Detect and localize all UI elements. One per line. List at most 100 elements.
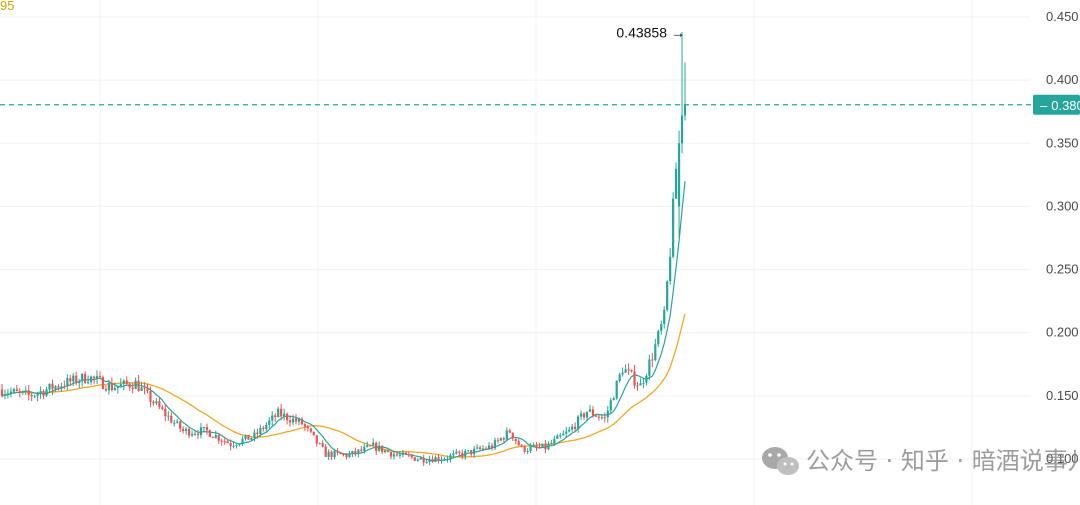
candle-body — [508, 430, 511, 433]
candle-down — [514, 438, 517, 445]
candle-up — [378, 441, 381, 453]
candle-up — [193, 430, 197, 436]
candle-up — [253, 428, 256, 442]
candle-body — [87, 382, 90, 384]
candle-up — [440, 456, 443, 464]
candle-body — [330, 451, 333, 458]
candle-down — [63, 380, 66, 390]
candle-body — [381, 445, 384, 453]
y-axis: 0.450 0.400 0.350 0.300 0.250 0.200 0.150 0.100 — [1046, 9, 1079, 466]
candle-up — [416, 458, 419, 462]
candle-up — [666, 280, 669, 312]
candle-body — [48, 383, 51, 390]
candle-down — [306, 424, 309, 432]
candle-up — [473, 446, 476, 458]
candle-down — [18, 388, 21, 398]
candle-body — [357, 449, 360, 454]
candle-down — [69, 374, 72, 386]
candle-body — [45, 389, 48, 396]
candle-body — [95, 376, 99, 379]
candle-down — [84, 371, 87, 384]
candle-up — [428, 455, 431, 466]
candle-down — [274, 412, 277, 423]
candle-body — [190, 433, 194, 436]
candle-body — [437, 457, 440, 461]
candle-body — [666, 281, 669, 310]
candle-body — [146, 388, 149, 391]
candle-body — [205, 427, 208, 431]
candle-body — [39, 390, 42, 394]
candle-up — [645, 373, 648, 386]
candle-body — [461, 452, 464, 457]
candle-up — [113, 382, 116, 391]
candle-body — [167, 415, 170, 417]
candle-down — [303, 423, 306, 432]
candle-up — [333, 448, 336, 460]
candle-up — [190, 430, 194, 437]
candle-down — [51, 379, 54, 396]
candle-down — [143, 382, 146, 395]
candle-down — [437, 454, 440, 464]
y-tick-label: 0.250 — [1046, 262, 1079, 277]
candle-body — [597, 416, 600, 418]
candle-up — [81, 373, 84, 387]
candle-up — [449, 453, 452, 463]
candle-up — [487, 442, 491, 451]
candle-down — [158, 397, 161, 410]
candle-up — [568, 426, 571, 433]
candle-body — [6, 393, 10, 395]
candle-down — [187, 427, 191, 439]
y-tick-label: 0.150 — [1046, 388, 1079, 403]
candle-down — [354, 447, 357, 457]
candle-body — [547, 443, 550, 450]
candle-up — [443, 457, 446, 461]
candle-body — [179, 421, 182, 429]
candle-body — [78, 381, 81, 384]
candle-down — [170, 412, 173, 424]
candle-down — [395, 451, 399, 457]
candle-up — [642, 378, 645, 389]
candle-down — [294, 414, 298, 425]
high-value-label: 0.43858 — [616, 24, 667, 40]
candle-up — [657, 329, 660, 348]
candle-down — [92, 375, 96, 385]
candle-body — [434, 457, 437, 462]
candle-body — [128, 383, 131, 388]
candle-up — [265, 422, 268, 433]
candle-down — [131, 382, 134, 394]
candle-up — [89, 375, 93, 386]
candle-down — [98, 371, 102, 379]
candle-body — [185, 428, 188, 432]
candle-body — [315, 435, 318, 444]
candle-down — [458, 450, 461, 457]
candle-down — [386, 449, 390, 453]
candle-down — [262, 425, 265, 432]
candle-down — [479, 445, 482, 451]
candle-body — [458, 451, 461, 453]
candle-down — [339, 452, 342, 455]
candle-up — [434, 455, 437, 463]
candle-body — [9, 391, 13, 394]
y-tick-label: 0.400 — [1046, 72, 1079, 87]
candle-body — [392, 454, 396, 457]
candle-body — [473, 448, 476, 455]
candle-down — [404, 451, 407, 455]
candle-up — [363, 443, 366, 454]
candle-down — [345, 453, 348, 460]
candle-body — [309, 428, 312, 432]
candle-down — [535, 442, 538, 451]
candle-up — [547, 441, 550, 451]
candle-down — [208, 429, 211, 438]
candle-up — [654, 338, 657, 362]
candle-up — [612, 396, 615, 401]
candle-up — [526, 448, 529, 455]
candle-body — [131, 387, 134, 389]
candle-down — [309, 427, 312, 434]
candle-up — [446, 455, 449, 463]
candle-up — [559, 432, 562, 439]
candle-body — [149, 390, 152, 402]
candle-body — [618, 374, 621, 381]
candle-body — [565, 431, 568, 434]
candle-body — [339, 452, 342, 454]
candle-body — [407, 454, 410, 456]
